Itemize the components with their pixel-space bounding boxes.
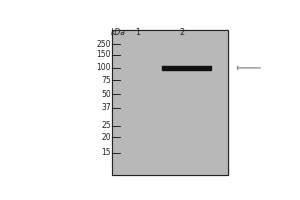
Bar: [112, 30, 228, 175]
Text: 2: 2: [179, 28, 184, 37]
Bar: [162, 66, 211, 70]
Text: kDa: kDa: [110, 28, 125, 37]
Text: 50: 50: [101, 90, 111, 99]
Text: 20: 20: [101, 133, 111, 142]
Text: 250: 250: [96, 40, 111, 49]
Text: 15: 15: [101, 148, 111, 157]
Text: 25: 25: [101, 121, 111, 130]
Bar: [112, 30, 228, 175]
Text: 150: 150: [96, 50, 111, 59]
Text: 75: 75: [101, 76, 111, 85]
Text: 100: 100: [96, 63, 111, 72]
Text: 1: 1: [135, 28, 140, 37]
Text: 37: 37: [101, 103, 111, 112]
